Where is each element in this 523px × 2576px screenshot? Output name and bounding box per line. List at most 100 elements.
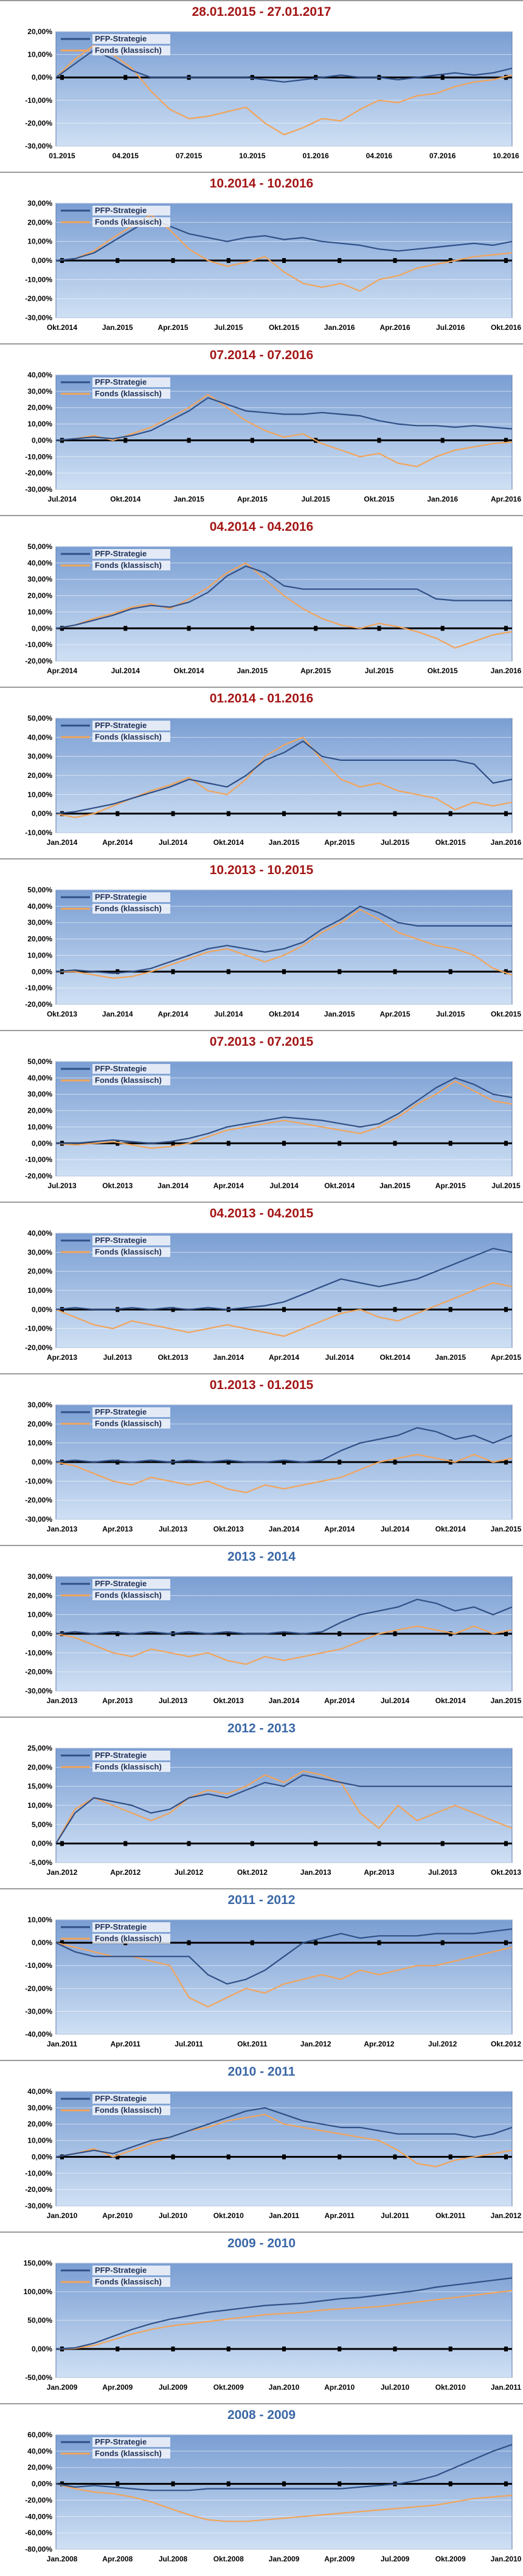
x-tick-mark bbox=[504, 626, 508, 631]
x-tick-label: 07.2016 bbox=[429, 152, 456, 160]
x-tick-mark bbox=[60, 2154, 64, 2160]
legend-label-bg bbox=[92, 1236, 170, 1245]
y-tick-label: 20,00% bbox=[27, 1267, 52, 1276]
chart-title: 10.2014 - 10.2016 bbox=[209, 177, 314, 191]
x-tick-label: Jul.2012 bbox=[428, 2040, 457, 2048]
chart-title: 07.2014 - 07.2016 bbox=[209, 348, 314, 362]
chart-title: 2012 - 2013 bbox=[227, 1721, 296, 1735]
x-tick-label: Jan.2014 bbox=[158, 1181, 189, 1190]
line-chart: 60,00% 40,00% 20,00% 0,00% -20,00% -40,00% -60… bbox=[25, 2431, 522, 2563]
line-chart: 50,00% 40,00% 30,00% 20,00% 10,00% 0,00% -10,0… bbox=[25, 1057, 521, 1190]
y-tick-label: 20,00% bbox=[27, 218, 52, 226]
y-tick-label: 30,00% bbox=[27, 919, 52, 927]
x-tick-label: Jan.2010 bbox=[491, 2555, 522, 2563]
x-tick-mark bbox=[282, 1460, 286, 1465]
x-tick-mark bbox=[448, 969, 452, 975]
y-tick-label: 20,00% bbox=[27, 1107, 52, 1115]
x-tick-mark bbox=[60, 75, 64, 80]
chart-title: 2009 - 2010 bbox=[227, 2236, 296, 2250]
x-tick-label: Jul.2015 bbox=[381, 838, 410, 847]
x-tick-mark bbox=[282, 1631, 286, 1636]
y-tick-label: 40,00% bbox=[27, 2447, 52, 2455]
x-tick-label: Apr.2013 bbox=[102, 1696, 133, 1705]
legend-label-bg bbox=[92, 206, 170, 215]
y-tick-label: -5,00% bbox=[29, 1858, 52, 1867]
x-tick-mark bbox=[504, 75, 508, 80]
x-tick-label: Okt.2014 bbox=[324, 1181, 355, 1190]
panel-separator bbox=[0, 2060, 523, 2061]
line-chart: 150,00% 100,00% 50,00% 0,00% -50,00%Jan.2009… bbox=[24, 2259, 522, 2392]
panel-separator bbox=[0, 1545, 523, 1546]
x-tick-label: Jan.2016 bbox=[427, 495, 458, 503]
x-tick-label: Jan.2014 bbox=[213, 1353, 244, 1362]
y-tick-label: -10,00% bbox=[25, 984, 52, 992]
legend-label: PFP-Strategie bbox=[95, 892, 147, 901]
x-tick-label: Apr.2014 bbox=[269, 1353, 299, 1362]
y-tick-label: 10,00% bbox=[27, 1916, 52, 1924]
x-tick-label: Apr.2013 bbox=[47, 1353, 77, 1362]
x-tick-label: Apr.2012 bbox=[110, 1868, 140, 1877]
chart-title: 2013 - 2014 bbox=[227, 1550, 296, 1564]
y-tick-label: 25,00% bbox=[27, 1744, 52, 1752]
x-tick-label: Okt.2009 bbox=[213, 2383, 244, 2392]
x-tick-mark bbox=[504, 811, 508, 816]
legend-label: Fonds (klassisch) bbox=[95, 904, 162, 913]
x-tick-label: Jan.2012 bbox=[300, 2040, 331, 2048]
x-tick-mark bbox=[171, 811, 175, 816]
y-tick-label: 40,00% bbox=[27, 371, 52, 379]
series-line-strategy bbox=[55, 1598, 513, 1635]
x-tick-mark bbox=[448, 258, 452, 263]
legend-label: PFP-Strategie bbox=[95, 34, 147, 43]
x-tick-label: Okt.2016 bbox=[491, 323, 521, 332]
x-tick-label: Jul.2014 bbox=[269, 1181, 299, 1190]
x-tick-label: Okt.2014 bbox=[47, 323, 77, 332]
x-tick-mark bbox=[226, 1141, 230, 1146]
x-tick-label: Okt.2015 bbox=[428, 667, 458, 675]
x-tick-label: Apr.2015 bbox=[379, 1010, 410, 1018]
series-line-strategy bbox=[55, 1427, 513, 1463]
x-tick-label: Jan.2015 bbox=[491, 1696, 522, 1705]
x-tick-mark bbox=[393, 1460, 397, 1465]
chart-title: 04.2014 - 04.2016 bbox=[209, 520, 314, 534]
x-tick-label: Okt.2013 bbox=[158, 1353, 188, 1362]
x-tick-label: Jul.2013 bbox=[159, 1696, 188, 1705]
y-tick-label: 40,00% bbox=[27, 902, 52, 911]
y-tick-label: 0,00% bbox=[32, 1939, 52, 1947]
legend-label: Fonds (klassisch) bbox=[95, 1762, 162, 1771]
x-tick-mark bbox=[282, 1141, 286, 1146]
y-tick-label: -30,00% bbox=[25, 1687, 52, 1695]
legend-label-bg bbox=[92, 34, 170, 44]
y-tick-label: -10,00% bbox=[25, 828, 52, 837]
line-chart: 30,00% 20,00% 10,00% 0,00% -10,00% -20,00% -30… bbox=[25, 1572, 522, 1705]
y-tick-label: -20,00% bbox=[25, 2496, 52, 2504]
x-tick-label: Apr.2014 bbox=[324, 1696, 355, 1705]
series-line-fund bbox=[55, 2483, 513, 2522]
x-tick-mark bbox=[116, 811, 120, 816]
x-tick-label: Jul.2015 bbox=[214, 323, 243, 332]
legend-label: PFP-Strategie bbox=[95, 2437, 147, 2446]
x-tick-mark bbox=[187, 1841, 191, 1846]
y-tick-label: -10,00% bbox=[25, 1325, 52, 1333]
x-tick-label: Jul.2013 bbox=[428, 1868, 457, 1877]
y-tick-label: 0,00% bbox=[32, 1839, 52, 1848]
y-tick-label: 30,00% bbox=[27, 1090, 52, 1099]
x-tick-label: Okt.2014 bbox=[174, 667, 204, 675]
x-tick-label: Apr.2014 bbox=[324, 1525, 355, 1533]
legend-label: PFP-Strategie bbox=[95, 2094, 147, 2103]
series-line-fund bbox=[55, 1770, 513, 1844]
legend-label: Fonds (klassisch) bbox=[95, 389, 162, 398]
panel-separator bbox=[0, 858, 523, 859]
x-tick-mark bbox=[393, 2154, 397, 2160]
x-tick-label: Apr.2015 bbox=[237, 495, 268, 503]
x-tick-label: Jan.2011 bbox=[269, 2211, 299, 2220]
x-tick-label: Jul.2009 bbox=[159, 2383, 188, 2392]
y-tick-label: -30,00% bbox=[25, 1515, 52, 1524]
x-tick-label: Jul.2009 bbox=[381, 2555, 410, 2563]
chart-title: 2008 - 2009 bbox=[227, 2408, 296, 2422]
y-tick-label: 30,00% bbox=[27, 387, 52, 396]
x-tick-label: Jan.2014 bbox=[47, 838, 78, 847]
x-tick-label: Apr.2015 bbox=[324, 838, 355, 847]
y-tick-label: 0,00% bbox=[32, 1305, 52, 1314]
y-tick-label: 10,00% bbox=[27, 951, 52, 959]
